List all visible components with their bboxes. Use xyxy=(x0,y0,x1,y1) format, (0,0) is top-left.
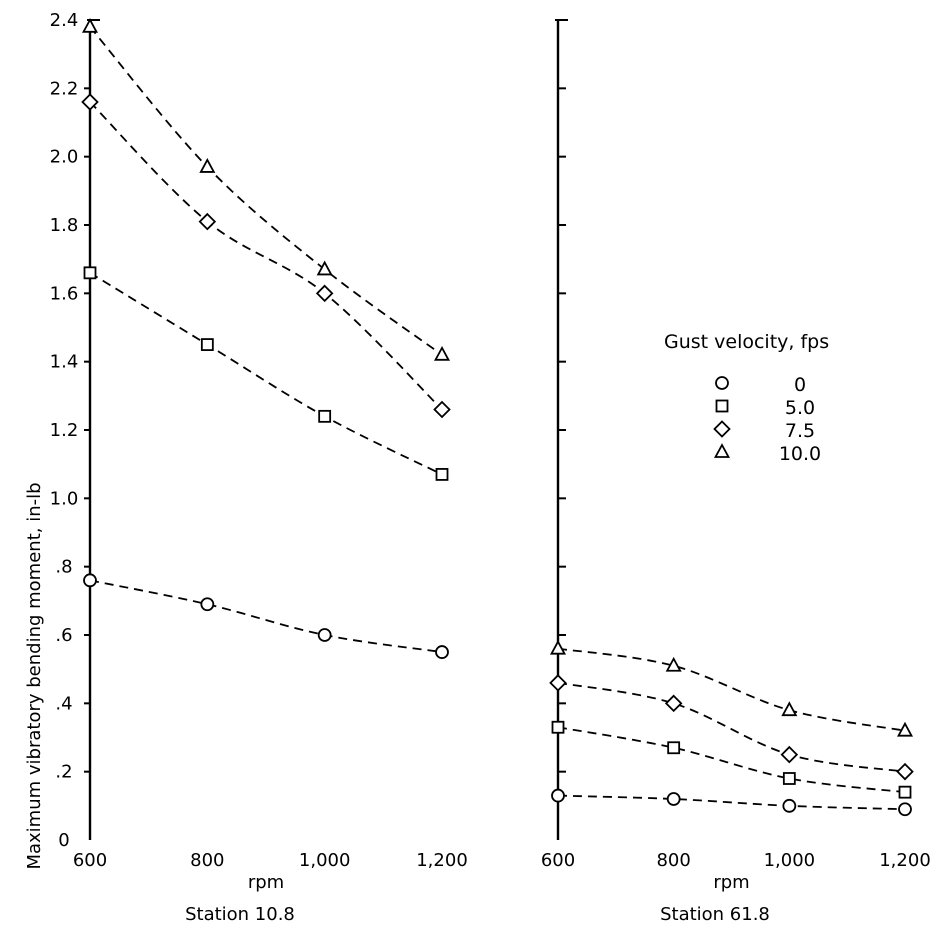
y-tick-label: .8 xyxy=(55,557,72,578)
data-point-diamond xyxy=(433,400,451,419)
y-tick-label: .6 xyxy=(55,625,72,646)
x-tick-label: 1,000 xyxy=(299,850,351,871)
data-point-triangle xyxy=(81,17,99,33)
series-line-square xyxy=(557,726,906,794)
data-point-diamond xyxy=(198,212,217,231)
y-tick-label: 1.2 xyxy=(50,420,79,441)
x-tick-label: 1,200 xyxy=(879,850,931,871)
x-tick-label: 600 xyxy=(73,850,107,871)
legend-label: 0 xyxy=(794,374,806,396)
y-tick-label: 1.6 xyxy=(50,283,79,304)
y-tick-label: .4 xyxy=(55,693,72,714)
panel-subtitle-station-10-8: Station 10.8 xyxy=(185,904,295,925)
data-point-circle xyxy=(83,573,97,588)
data-point-circle xyxy=(666,792,681,806)
panel-subtitle-station-61-8: Station 61.8 xyxy=(660,904,770,925)
data-point-circle xyxy=(551,788,565,803)
y-tick-label: 2.2 xyxy=(50,78,79,99)
data-point-circle xyxy=(200,597,215,612)
data-point-diamond xyxy=(780,745,799,764)
data-point-square xyxy=(782,772,796,785)
y-tick-label: 0 xyxy=(58,830,69,851)
data-point-diamond xyxy=(315,284,334,303)
data-point-circle xyxy=(435,645,449,659)
x-tick-label: 600 xyxy=(541,850,575,871)
data-point-triangle xyxy=(781,701,798,717)
series-line-diamond xyxy=(89,101,443,411)
x-tick-label: 1,200 xyxy=(416,850,468,871)
legend-marker-circle xyxy=(715,376,729,390)
series-line-circle xyxy=(89,579,443,653)
data-point-diamond xyxy=(81,93,99,111)
y-axis-label: Maximum vibratory bending moment, in-lb xyxy=(24,482,45,869)
x-tick-label: 800 xyxy=(656,850,690,871)
x-axis-label: rpm xyxy=(248,872,284,893)
legend-title: Gust velocity, fps xyxy=(664,331,829,353)
legend-marker-triangle xyxy=(713,443,731,458)
series-line-triangle xyxy=(89,26,443,356)
data-point-circle xyxy=(317,628,332,642)
x-tick-label: 1,000 xyxy=(764,850,816,871)
y-tick-label: 2.0 xyxy=(50,147,79,168)
series-line-circle xyxy=(557,794,906,811)
data-point-circle xyxy=(898,802,912,817)
legend-label: 5.0 xyxy=(785,397,815,419)
data-point-diamond xyxy=(549,674,567,692)
y-tick-label: .2 xyxy=(55,762,72,783)
data-point-triangle xyxy=(199,158,216,173)
panel-station-61-8: 600 800 1,000 1,200 rpm Station 61.8 xyxy=(541,19,931,925)
data-point-square xyxy=(667,741,681,755)
y-tick-label: 1.4 xyxy=(50,352,79,373)
data-point-square xyxy=(898,785,912,799)
data-point-triangle xyxy=(896,721,914,737)
data-point-square xyxy=(435,468,449,481)
data-point-diamond xyxy=(896,762,914,781)
y-tick-label: 1.8 xyxy=(50,215,79,236)
series-line-square xyxy=(89,272,443,476)
legend-marker-diamond xyxy=(713,420,731,438)
data-point-circle xyxy=(782,798,797,813)
legend-marker-square xyxy=(715,399,729,413)
data-point-triangle xyxy=(316,260,333,276)
legend: Gust velocity, fps 05.07.510.0 xyxy=(664,331,829,465)
y-tick-label: 2.4 xyxy=(50,10,79,31)
y-tick-label: 1.0 xyxy=(50,488,79,509)
data-point-diamond xyxy=(664,694,683,713)
data-point-triangle xyxy=(433,345,451,361)
data-point-square xyxy=(318,409,332,423)
legend-label: 7.5 xyxy=(785,420,815,442)
panel-station-10-8: 0 .2 .4 .6 .8 1.0 1.2 1.4 1.6 1.8 2.0 2.2 2.4 600 800 1… xyxy=(50,10,468,925)
data-point-triangle xyxy=(549,639,567,655)
x-axis-label: rpm xyxy=(713,872,749,893)
legend-label: 10.0 xyxy=(779,443,821,465)
data-point-square xyxy=(551,720,565,734)
data-point-square xyxy=(83,266,97,280)
x-tick-label: 800 xyxy=(190,850,224,871)
series-line-diamond xyxy=(557,681,906,773)
data-point-triangle xyxy=(665,656,682,672)
series-line-triangle xyxy=(557,647,906,732)
data-point-square xyxy=(200,338,214,351)
